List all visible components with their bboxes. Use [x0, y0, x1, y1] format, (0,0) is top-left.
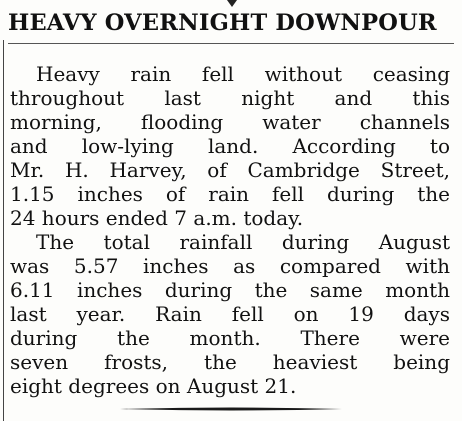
headline-rule	[8, 43, 454, 44]
body-line: eight degrees on August 21.	[10, 374, 297, 398]
body-line: 6.11 inches during the same month	[10, 278, 450, 302]
end-rule-ornament	[120, 407, 342, 411]
body-line: and low-lying land. According to	[10, 134, 450, 158]
body-line: was 5.57 inches as compared with	[10, 254, 450, 278]
body-line: The total rainfall during August	[36, 230, 450, 254]
body-line: 24 hours ended 7 a.m. today.	[10, 206, 304, 230]
body-line: seven frosts, the heaviest being	[10, 350, 450, 374]
body-line: Heavy rain fell without ceasing	[36, 62, 450, 86]
body-line: during the month. There were	[10, 326, 450, 350]
body-line: Mr. H. Harvey, of Cambridge Street,	[10, 158, 450, 182]
body-line: throughout last night and this	[10, 86, 450, 110]
headline: HEAVY OVERNIGHT DOWNPOUR	[8, 10, 437, 36]
top-ornament-icon	[227, 0, 237, 7]
column-rule	[3, 40, 4, 421]
body-line: morning, flooding water channels	[10, 110, 450, 134]
body-line: last year. Rain fell on 19 days	[10, 302, 450, 326]
body-line: 1.15 inches of rain fell during the	[10, 182, 450, 206]
